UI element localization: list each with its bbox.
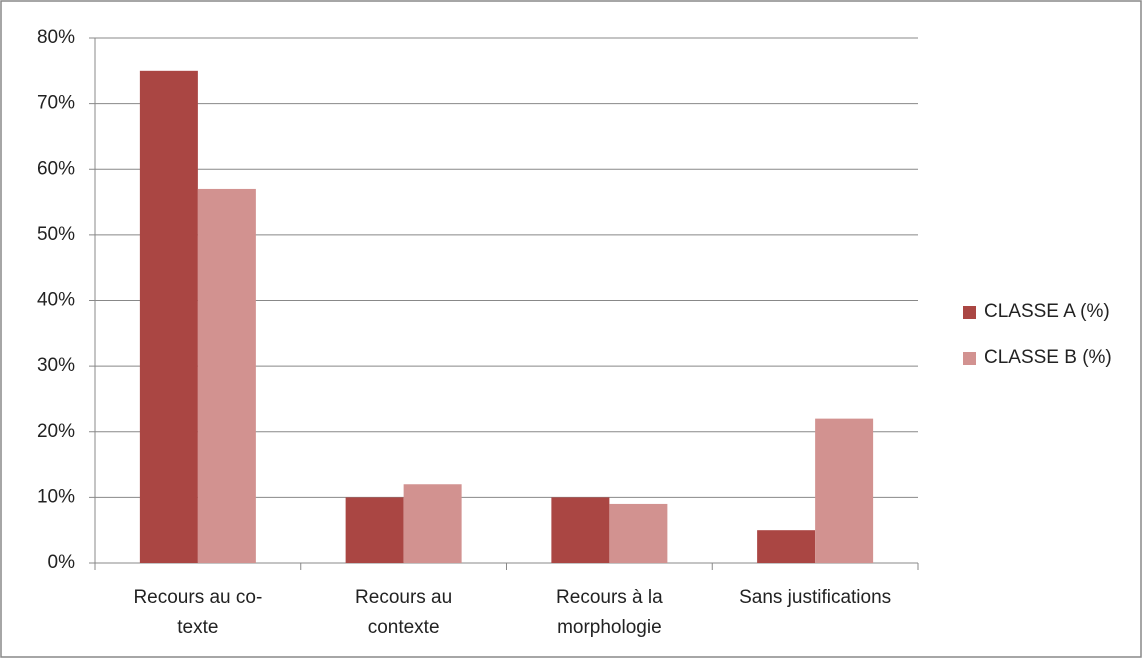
bar	[815, 418, 874, 563]
bar	[197, 188, 256, 563]
legend-swatch	[963, 306, 976, 319]
y-tick-label: 50%	[37, 224, 75, 245]
bar	[609, 503, 668, 563]
y-tick-label: 80%	[37, 27, 75, 48]
y-tick-label: 40%	[37, 290, 75, 311]
x-tick-label: Recours à la morphologie	[556, 587, 663, 638]
bar	[139, 70, 198, 563]
y-tick-label: 70%	[37, 93, 75, 114]
y-tick-label: 0%	[48, 552, 76, 573]
legend-swatch	[963, 352, 976, 365]
y-tick-label: 20%	[37, 421, 75, 442]
legend-label: CLASSE B (%)	[984, 347, 1112, 368]
bar	[757, 530, 816, 563]
legend-label: CLASSE A (%)	[984, 301, 1110, 322]
x-tick-label: Sans justifications	[739, 587, 892, 608]
x-tick-label: Recours au contexte	[355, 587, 453, 638]
y-tick-label: 60%	[37, 158, 75, 179]
bar	[403, 484, 462, 563]
y-tick-label: 30%	[37, 355, 75, 376]
bar	[345, 497, 404, 563]
x-tick-label: Recours au co-texte	[133, 587, 263, 638]
y-tick-label: 10%	[37, 486, 75, 507]
bar	[551, 497, 610, 563]
